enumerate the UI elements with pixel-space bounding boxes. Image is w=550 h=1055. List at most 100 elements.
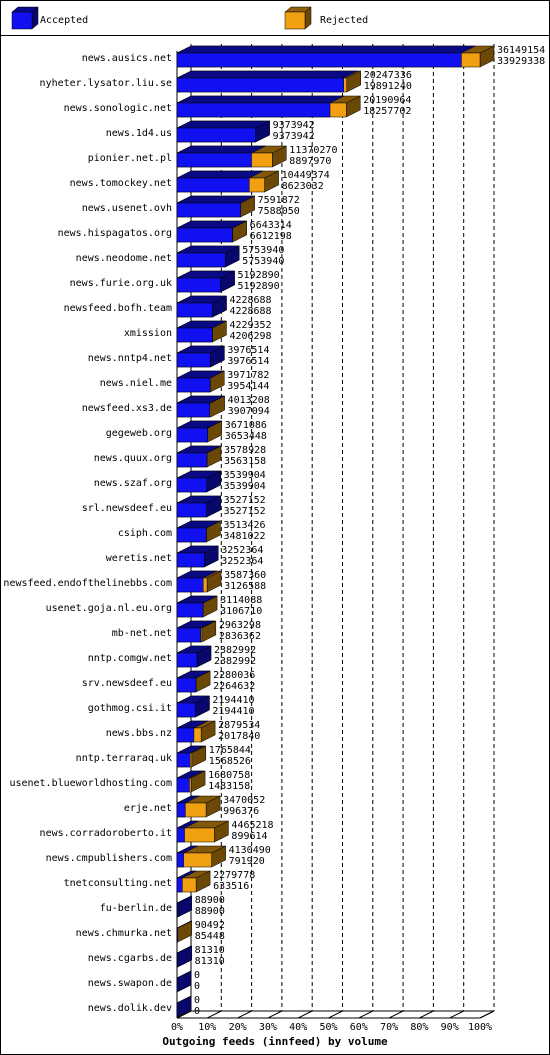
value-label: 5753940 <box>242 256 284 267</box>
value-label: 4206298 <box>229 331 271 342</box>
bar <box>176 752 191 768</box>
value-label: 5753940 <box>242 245 284 256</box>
x-tick <box>328 1010 343 1019</box>
bar <box>176 827 185 843</box>
bar <box>176 427 208 443</box>
value-label: 4229352 <box>229 320 271 331</box>
y-tick-label: news.usenet.ovh <box>82 203 172 214</box>
bar-top <box>176 95 345 104</box>
bar <box>176 602 204 618</box>
value-label: 1680758 <box>208 770 250 781</box>
y-tick-label: gothmog.csi.it <box>88 703 172 714</box>
value-label: 85448 <box>195 931 225 942</box>
value-label: 81310 <box>195 956 225 967</box>
bar <box>176 477 207 493</box>
value-label: 3126588 <box>224 581 266 592</box>
bar <box>176 552 205 568</box>
y-tick-label: tnetconsulting.net <box>64 878 172 889</box>
legend-label: Accepted <box>40 15 88 26</box>
x-tick <box>388 1010 404 1019</box>
bar-top <box>176 145 266 154</box>
y-tick-label: news.tomockey.net <box>70 178 172 189</box>
value-label: 3578928 <box>224 445 266 456</box>
value-label: 3976514 <box>227 345 269 356</box>
y-tick-label: usenet.goja.nl.eu.org <box>46 603 172 614</box>
y-tick-label: newsfeed.endofthelinebbs.com <box>3 578 172 589</box>
value-label: 7588050 <box>258 206 300 217</box>
y-tick-label: newsfeed.bofh.team <box>64 303 172 314</box>
bar <box>176 577 204 593</box>
value-label: 4465218 <box>231 820 273 831</box>
legend-label: Rejected <box>320 15 368 26</box>
x-tick-label: 90% <box>441 1022 459 1033</box>
x-tick-label: 0% <box>171 1022 183 1033</box>
y-tick-label: news.furie.org.uk <box>70 278 172 289</box>
value-label: 1568526 <box>209 756 251 767</box>
y-tick-label: newsfeed.xs3.de <box>82 403 172 414</box>
bar-side <box>176 995 192 1018</box>
value-label: 3481022 <box>223 531 265 542</box>
y-tick-label: xmission <box>124 328 172 339</box>
bar <box>176 402 210 418</box>
value-label: 2194410 <box>212 706 254 717</box>
value-label: 3470052 <box>223 795 265 806</box>
value-label: 3527152 <box>224 495 266 506</box>
value-label: 3653448 <box>225 431 267 442</box>
bar <box>176 777 190 793</box>
x-tick <box>297 1010 313 1019</box>
bar <box>176 677 197 693</box>
value-label: 6643314 <box>250 220 292 231</box>
bar <box>176 277 221 293</box>
x-tick <box>207 1010 222 1019</box>
value-label: 2382992 <box>214 645 256 656</box>
value-label: 0 <box>194 970 200 981</box>
x-tick-label: 10% <box>198 1022 216 1033</box>
x-tick-label: 100% <box>468 1022 492 1033</box>
y-tick-label: csiph.com <box>118 528 172 539</box>
value-label: 2836362 <box>219 631 261 642</box>
value-label: 5192890 <box>238 270 280 281</box>
bar-top <box>176 45 476 54</box>
value-label: 9373942 <box>273 120 315 131</box>
y-tick-label: news.sonologic.net <box>64 103 172 114</box>
value-label: 88900 <box>195 895 225 906</box>
value-label: 4228688 <box>229 295 271 306</box>
x-tick <box>176 1010 192 1019</box>
x-tick <box>267 1010 283 1019</box>
bar <box>176 227 233 243</box>
x-tick <box>419 1010 434 1019</box>
bar <box>176 527 207 543</box>
value-label: 3527152 <box>224 506 266 517</box>
value-label: 2279778 <box>213 870 255 881</box>
y-tick-label: news.quux.org <box>94 453 172 464</box>
legend-swatch <box>11 11 33 30</box>
bar <box>176 802 186 818</box>
legend-swatch <box>284 11 306 30</box>
value-label: 81310 <box>195 945 225 956</box>
bar <box>176 627 202 643</box>
value-label: 8623032 <box>282 181 324 192</box>
bar-top <box>176 120 270 129</box>
value-label: 3539904 <box>224 481 266 492</box>
bar <box>176 902 178 918</box>
value-label: 791920 <box>229 856 265 867</box>
y-tick-label: news.bbs.nz <box>106 728 172 739</box>
value-label: 7591872 <box>258 195 300 206</box>
y-tick-label: news.dolik.dev <box>88 1003 172 1014</box>
value-label: 3114088 <box>220 595 262 606</box>
bar <box>176 77 344 93</box>
bar <box>176 202 241 218</box>
bar <box>176 327 213 343</box>
value-label: 8897970 <box>289 156 331 167</box>
bar <box>176 152 252 168</box>
value-label: 10449374 <box>282 170 330 181</box>
value-label: 33929338 <box>497 56 545 67</box>
bar <box>176 652 198 668</box>
bar <box>176 302 213 318</box>
y-tick-label: erje.net <box>124 803 172 814</box>
y-tick-label: news.1d4.us <box>106 128 172 139</box>
y-tick-label: news.hispagatos.org <box>58 228 172 239</box>
value-label: 1483158 <box>208 781 250 792</box>
x-tick-label: 70% <box>380 1022 398 1033</box>
y-tick-label: nntp.comgw.net <box>88 653 172 664</box>
